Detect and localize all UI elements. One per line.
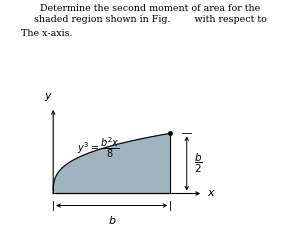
Text: Determine the second moment of area for the: Determine the second moment of area for … — [40, 4, 261, 12]
Text: $y^3 = \dfrac{b^2x}{8}$: $y^3 = \dfrac{b^2x}{8}$ — [77, 135, 119, 160]
Text: $y$: $y$ — [44, 91, 53, 103]
Text: $b$: $b$ — [107, 214, 116, 226]
Polygon shape — [53, 133, 170, 194]
Text: $x$: $x$ — [207, 189, 216, 198]
Text: $\dfrac{b}{2}$: $\dfrac{b}{2}$ — [194, 152, 202, 175]
Text: shaded region shown in Fig.        with respect to: shaded region shown in Fig. with respect… — [34, 15, 267, 24]
Text: The x-axis.: The x-axis. — [21, 29, 73, 38]
